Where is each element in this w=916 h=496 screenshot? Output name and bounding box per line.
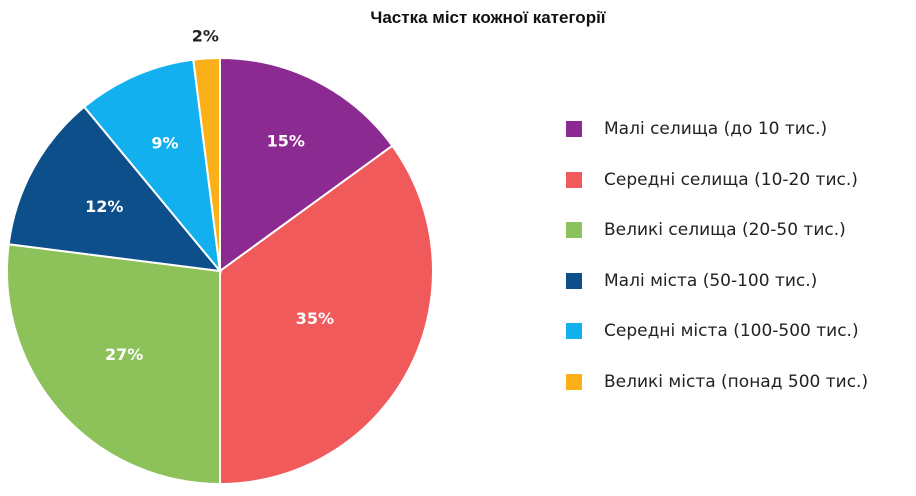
legend-swatch bbox=[566, 222, 582, 238]
legend-item: Середні міста (100-500 тис.) bbox=[566, 318, 868, 344]
pie-slice-labels: 15% 35% 27% 12% 9% 2% bbox=[85, 27, 334, 364]
slice-label-5: 9% bbox=[151, 133, 178, 152]
slice-label-4: 12% bbox=[85, 197, 123, 216]
slice-label-2: 35% bbox=[296, 309, 334, 328]
legend-item: Малі селища (до 10 тис.) bbox=[566, 116, 868, 142]
legend-item: Середні селища (10-20 тис.) bbox=[566, 167, 868, 193]
legend-swatch bbox=[566, 373, 582, 390]
legend-swatch bbox=[566, 272, 582, 289]
legend-label: Великі міста (понад 500 тис.) bbox=[604, 371, 869, 392]
legend-label: Середні селища (10-20 тис.) bbox=[604, 169, 858, 190]
slice-label-1: 15% bbox=[267, 131, 305, 150]
pie-slice-3 bbox=[6, 243, 221, 486]
pie-slice-6 bbox=[192, 56, 221, 272]
legend-swatch bbox=[566, 121, 582, 137]
pie-slice-1 bbox=[219, 56, 394, 273]
pie-slices bbox=[6, 56, 434, 486]
legend-swatch bbox=[566, 323, 582, 339]
legend-label: Великі селища (20-50 тис.) bbox=[604, 220, 846, 240]
legend-item: Малі міста (50-100 тис.) bbox=[566, 268, 868, 294]
legend-label: Малі селища (до 10 тис.) bbox=[604, 119, 828, 139]
slice-label-6: 2% bbox=[192, 27, 219, 46]
legend: Малі селища (до 10 тис.) Середні селища (… bbox=[566, 116, 868, 419]
slice-label-3: 27% bbox=[105, 345, 143, 364]
legend-label: Малі міста (50-100 тис.) bbox=[604, 270, 818, 291]
legend-item: Великі міста (понад 500 тис.) bbox=[566, 369, 868, 395]
chart-title: Частка міст кожної категорії bbox=[370, 8, 606, 27]
legend-label: Середні міста (100-500 тис.) bbox=[604, 321, 859, 341]
pie-slice-4 bbox=[7, 105, 223, 273]
legend-item: Великі селища (20-50 тис.) bbox=[566, 217, 868, 243]
legend-swatch bbox=[566, 171, 582, 188]
pie-slice-2 bbox=[219, 144, 434, 486]
pie-slice-5 bbox=[82, 58, 222, 275]
